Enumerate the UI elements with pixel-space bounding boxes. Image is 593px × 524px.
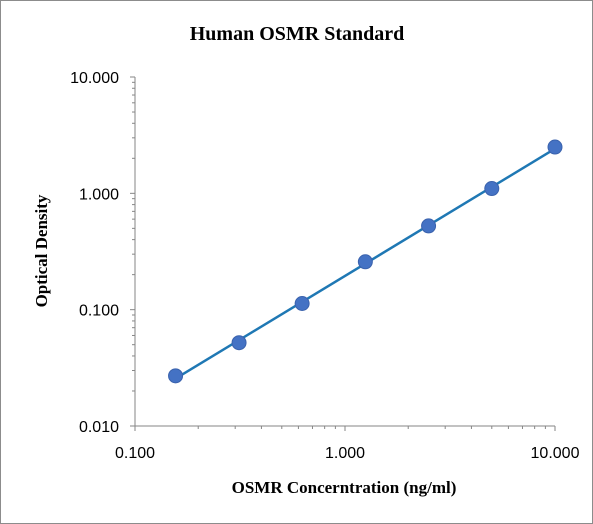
x-tick-label: 10.000 [531,445,580,462]
y-tick-label: 0.010 [79,419,119,436]
chart-title: Human OSMR Standard [190,23,405,45]
data-point [547,139,563,155]
x-tick-label: 0.100 [115,445,155,462]
series-layer [168,139,563,384]
y-tick-label: 0.100 [79,303,119,320]
data-point [484,181,500,197]
x-tick-label: 1.000 [325,445,365,462]
y-tick-label: 1.000 [79,186,119,203]
data-point [168,368,184,384]
data-point [421,218,437,234]
y-axis-title: Optical Density [32,194,51,307]
data-point [294,295,310,311]
y-tick-label: 10.000 [70,70,119,87]
x-axis-title: OSMR Concerntration (ng/ml) [232,478,457,497]
data-point [357,254,373,270]
data-point [231,335,247,351]
axes: 0.010 0.100 1.000 10.000 0.100 1.000 10.000 [70,70,580,462]
